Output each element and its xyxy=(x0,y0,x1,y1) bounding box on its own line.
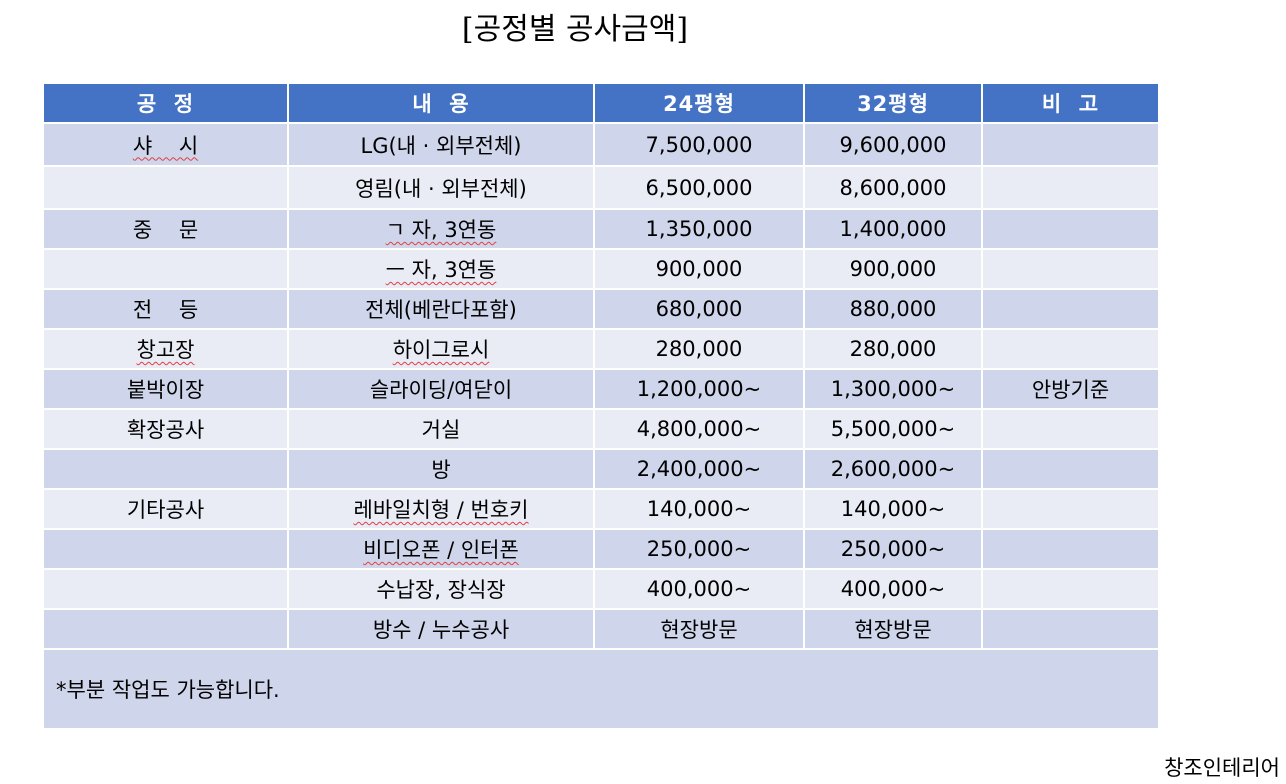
cell-note xyxy=(981,448,1160,490)
table-row: 방 2,400,000~ 2,600,000~ xyxy=(42,448,1160,490)
cell-note xyxy=(981,408,1160,450)
header-32: 32평형 xyxy=(803,82,983,124)
cell-content: 방수 / 누수공사 xyxy=(287,608,595,650)
cell-note xyxy=(981,208,1160,250)
page-title: [공정별 공사금액] xyxy=(461,12,689,47)
cell-content: 영림(내 · 외부전체) xyxy=(287,165,595,210)
cell-price-32: 2,600,000~ xyxy=(803,448,983,490)
cell-price-24: 1,200,000~ xyxy=(593,368,805,410)
cell-price-24: 280,000 xyxy=(593,328,805,370)
table-row: ㅡ 자, 3연동 900,000 900,000 xyxy=(42,248,1160,290)
cell-note xyxy=(981,248,1160,290)
cell-process xyxy=(42,448,289,490)
cell-note xyxy=(981,568,1160,610)
cell-process: 샤 시 xyxy=(42,122,289,167)
cell-content: 방 xyxy=(287,448,595,490)
header-process: 공 정 xyxy=(42,82,289,124)
cell-price-24: 4,800,000~ xyxy=(593,408,805,450)
cell-price-24: 680,000 xyxy=(593,288,805,330)
cell-price-32: 140,000~ xyxy=(803,488,983,530)
header-24: 24평형 xyxy=(593,82,805,124)
header-note: 비 고 xyxy=(981,82,1160,124)
cell-price-24: 140,000~ xyxy=(593,488,805,530)
table-row: 확장공사 거실 4,800,000~ 5,500,000~ xyxy=(42,408,1160,450)
cell-note xyxy=(981,488,1160,530)
cell-note xyxy=(981,122,1160,167)
cell-price-32: 900,000 xyxy=(803,248,983,290)
cell-price-24: 400,000~ xyxy=(593,568,805,610)
cell-price-32: 1,400,000 xyxy=(803,208,983,250)
cell-content: 수납장, 장식장 xyxy=(287,568,595,610)
cell-note: 안방기준 xyxy=(981,368,1160,410)
cell-process: 중 문 xyxy=(42,208,289,250)
cell-price-24: 1,350,000 xyxy=(593,208,805,250)
cell-price-24: 250,000~ xyxy=(593,528,805,570)
table-row: 영림(내 · 외부전체) 6,500,000 8,600,000 xyxy=(42,165,1160,210)
cell-process xyxy=(42,608,289,650)
cell-content: 슬라이딩/여닫이 xyxy=(287,368,595,410)
cell-note xyxy=(981,288,1160,330)
company-name: 창조인테리어 xyxy=(1164,756,1280,780)
cell-process: 기타공사 xyxy=(42,488,289,530)
cell-process: 전 등 xyxy=(42,288,289,330)
table-row: 수납장, 장식장 400,000~ 400,000~ xyxy=(42,568,1160,610)
cell-note xyxy=(981,608,1160,650)
footnote: *부분 작업도 가능합니다. xyxy=(42,648,1160,730)
table-footer-row: *부분 작업도 가능합니다. xyxy=(42,648,1160,730)
cell-note xyxy=(981,328,1160,370)
cell-price-32: 880,000 xyxy=(803,288,983,330)
cell-note xyxy=(981,528,1160,570)
cell-process: 붙박이장 xyxy=(42,368,289,410)
cell-content: ㅡ 자, 3연동 xyxy=(287,248,595,290)
cell-price-32: 280,000 xyxy=(803,328,983,370)
cell-price-32: 5,500,000~ xyxy=(803,408,983,450)
cell-price-32: 1,300,000~ xyxy=(803,368,983,410)
cell-price-32: 250,000~ xyxy=(803,528,983,570)
cell-note xyxy=(981,165,1160,210)
cell-process xyxy=(42,248,289,290)
cell-content: 하이그로시 xyxy=(287,328,595,370)
table-row: 붙박이장 슬라이딩/여닫이 1,200,000~ 1,300,000~ 안방기준 xyxy=(42,368,1160,410)
table-row: 샤 시 LG(내 · 외부전체) 7,500,000 9,600,000 xyxy=(42,122,1160,167)
cell-content: 거실 xyxy=(287,408,595,450)
cell-price-24: 현장방문 xyxy=(593,608,805,650)
cell-price-24: 2,400,000~ xyxy=(593,448,805,490)
cell-price-32: 400,000~ xyxy=(803,568,983,610)
header-content: 내 용 xyxy=(287,82,595,124)
table-row: 창고장 하이그로시 280,000 280,000 xyxy=(42,328,1160,370)
cell-content: LG(내 · 외부전체) xyxy=(287,122,595,167)
cell-process: 확장공사 xyxy=(42,408,289,450)
cell-process: 창고장 xyxy=(42,328,289,370)
cell-price-24: 900,000 xyxy=(593,248,805,290)
cell-content: 전체(베란다포함) xyxy=(287,288,595,330)
cell-price-32: 8,600,000 xyxy=(803,165,983,210)
cell-content: 비디오폰 / 인터폰 xyxy=(287,528,595,570)
table-header-row: 공 정 내 용 24평형 32평형 비 고 xyxy=(42,82,1160,124)
cell-price-24: 7,500,000 xyxy=(593,122,805,167)
cell-content: ㄱ 자, 3연동 xyxy=(287,208,595,250)
price-table: 공 정 내 용 24평형 32평형 비 고 샤 시 LG(내 · 외부전체) 7… xyxy=(42,82,1160,730)
cell-price-24: 6,500,000 xyxy=(593,165,805,210)
cell-process xyxy=(42,165,289,210)
cell-price-32: 현장방문 xyxy=(803,608,983,650)
table-row: 중 문 ㄱ 자, 3연동 1,350,000 1,400,000 xyxy=(42,208,1160,250)
cell-price-32: 9,600,000 xyxy=(803,122,983,167)
table-row: 전 등 전체(베란다포함) 680,000 880,000 xyxy=(42,288,1160,330)
cell-content: 레바일치형 / 번호키 xyxy=(287,488,595,530)
table-row: 방수 / 누수공사 현장방문 현장방문 xyxy=(42,608,1160,650)
cell-process xyxy=(42,568,289,610)
table-row: 비디오폰 / 인터폰 250,000~ 250,000~ xyxy=(42,528,1160,570)
cell-process xyxy=(42,528,289,570)
table-row: 기타공사 레바일치형 / 번호키 140,000~ 140,000~ xyxy=(42,488,1160,530)
